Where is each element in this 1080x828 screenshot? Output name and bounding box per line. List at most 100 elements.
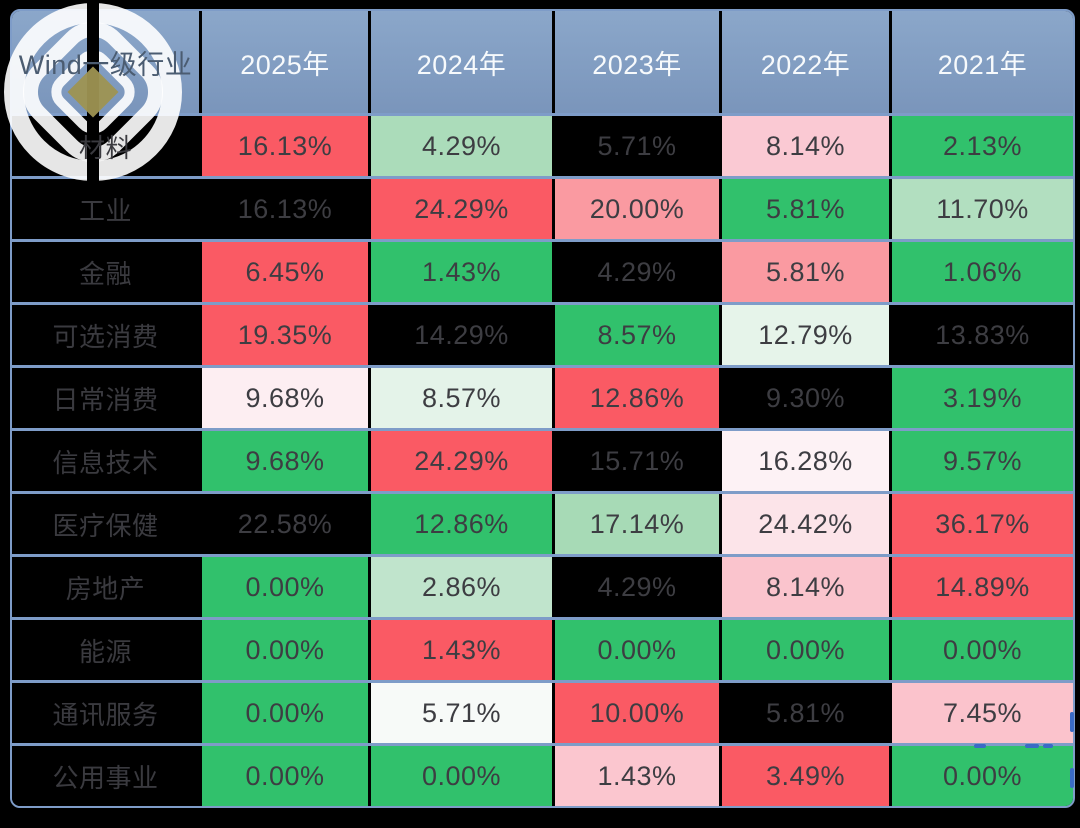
value-cell: 36.17%	[892, 494, 1073, 554]
value-cell: 5.71%	[555, 116, 719, 176]
value-cell-text: 8.57%	[597, 319, 677, 350]
value-cell: 16.13%	[202, 179, 368, 239]
row-label-text: 公用事业	[52, 762, 159, 793]
row-label: 公用事业	[12, 746, 199, 806]
value-cell-text: 2.86%	[421, 571, 502, 602]
row-label: 医疗保健	[12, 494, 199, 554]
value-cell: 1.43%	[555, 746, 719, 806]
value-cell: 7.45%	[892, 683, 1073, 743]
value-cell-text: 8.14%	[765, 571, 846, 602]
value-cell-text: 0.00%	[765, 634, 846, 665]
value-cell: 5.81%	[722, 683, 889, 743]
value-cell-text: 11.70%	[936, 193, 1029, 224]
selection-dash	[1070, 712, 1074, 732]
selection-dash	[1043, 744, 1053, 748]
header-year-2022: 2022年	[722, 11, 889, 113]
value-cell: 3.19%	[892, 368, 1073, 428]
value-cell: 8.14%	[722, 557, 889, 617]
value-cell: 5.81%	[722, 242, 889, 302]
value-cell: 24.42%	[722, 494, 889, 554]
row-label: 材料	[12, 116, 199, 176]
header-year-2021: 2021年	[892, 11, 1073, 113]
row-label-text: 信息技术	[52, 447, 159, 478]
value-cell-text: 20.00%	[589, 193, 685, 224]
selection-dash	[1025, 744, 1039, 748]
value-cell: 14.29%	[371, 305, 552, 365]
value-cell-text: 0.00%	[245, 571, 325, 602]
value-cell-text: 7.45%	[942, 697, 1023, 728]
value-cell: 24.29%	[371, 431, 552, 491]
value-cell: 14.89%	[892, 557, 1073, 617]
value-cell-text: 5.71%	[421, 697, 502, 728]
value-cell-text: 36.17%	[935, 508, 1030, 539]
value-cell-text: 0.00%	[245, 697, 325, 728]
value-cell: 0.00%	[202, 746, 368, 806]
row-label: 能源	[12, 620, 199, 680]
value-cell-text: 1.43%	[421, 256, 502, 287]
value-cell-text: 5.81%	[765, 256, 846, 287]
row-label: 金融	[12, 242, 199, 302]
row-label-text: 日常消费	[52, 384, 159, 415]
value-cell-text: 0.00%	[421, 760, 502, 791]
value-cell: 2.13%	[892, 116, 1073, 176]
row-label-text: 能源	[78, 636, 132, 667]
value-cell-text: 16.13%	[237, 130, 333, 161]
value-cell: 1.43%	[371, 620, 552, 680]
value-cell-text: 0.00%	[245, 760, 325, 791]
value-cell: 1.06%	[892, 242, 1073, 302]
value-cell: 12.79%	[722, 305, 889, 365]
value-cell: 6.45%	[202, 242, 368, 302]
value-cell-text: 0.00%	[942, 760, 1023, 791]
row-label: 房地产	[12, 557, 199, 617]
value-cell: 16.28%	[722, 431, 889, 491]
value-cell-text: 5.81%	[765, 697, 846, 728]
value-cell-text: 24.29%	[414, 445, 509, 476]
value-cell-text: 12.79%	[758, 319, 853, 350]
value-cell-text: 8.57%	[421, 382, 502, 413]
value-cell-text: 3.49%	[765, 760, 846, 791]
value-cell: 0.00%	[892, 620, 1073, 680]
value-cell: 9.68%	[202, 368, 368, 428]
value-cell: 13.83%	[892, 305, 1073, 365]
value-cell: 2.86%	[371, 557, 552, 617]
value-cell: 0.00%	[202, 557, 368, 617]
value-cell: 0.00%	[202, 683, 368, 743]
value-cell-text: 1.06%	[942, 256, 1023, 287]
value-cell-text: 5.81%	[765, 193, 846, 224]
value-cell: 0.00%	[371, 746, 552, 806]
row-label-text: 工业	[78, 195, 132, 226]
value-cell-text: 9.68%	[245, 445, 325, 476]
row-label: 可选消费	[12, 305, 199, 365]
header-year-2023: 2023年	[555, 11, 719, 113]
value-cell-text: 1.43%	[421, 634, 502, 665]
value-cell-text: 9.30%	[765, 382, 846, 413]
value-cell-text: 19.35%	[237, 319, 333, 350]
row-label-text: 房地产	[65, 573, 146, 604]
value-cell: 4.29%	[555, 242, 719, 302]
value-cell: 11.70%	[892, 179, 1073, 239]
value-cell-text: 2.13%	[942, 130, 1023, 161]
value-cell: 17.14%	[555, 494, 719, 554]
value-cell: 12.86%	[371, 494, 552, 554]
value-cell-text: 14.89%	[935, 571, 1030, 602]
value-cell: 20.00%	[555, 179, 719, 239]
value-cell-text: 5.71%	[597, 130, 677, 161]
value-cell-text: 10.00%	[589, 697, 685, 728]
value-cell: 0.00%	[555, 620, 719, 680]
value-cell-text: 12.86%	[589, 382, 685, 413]
header-industry-label: Wind一级行业	[12, 11, 199, 113]
value-cell: 12.86%	[555, 368, 719, 428]
value-cell-text: 16.28%	[758, 445, 853, 476]
value-cell-text: 9.57%	[942, 445, 1023, 476]
value-cell: 9.57%	[892, 431, 1073, 491]
value-cell: 8.57%	[555, 305, 719, 365]
row-label: 信息技术	[12, 431, 199, 491]
value-cell: 9.68%	[202, 431, 368, 491]
value-cell: 0.00%	[722, 620, 889, 680]
value-cell-text: 15.71%	[589, 445, 685, 476]
row-label: 通讯服务	[12, 683, 199, 743]
value-cell: 15.71%	[555, 431, 719, 491]
value-cell-text: 8.14%	[765, 130, 846, 161]
row-label: 日常消费	[12, 368, 199, 428]
